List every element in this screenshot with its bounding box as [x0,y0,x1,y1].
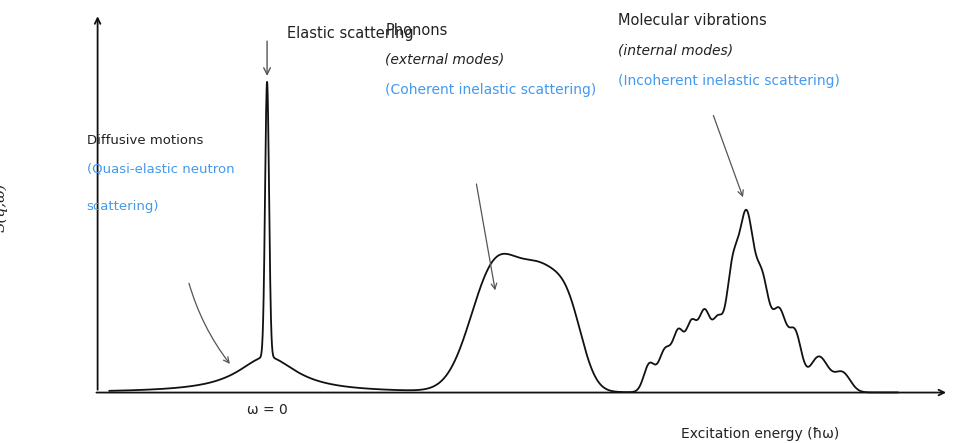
Text: (Incoherent inelastic scattering): (Incoherent inelastic scattering) [618,74,839,88]
Text: Phonons: Phonons [386,23,448,38]
Text: Molecular vibrations: Molecular vibrations [618,13,767,28]
Text: Elastic scattering: Elastic scattering [287,26,413,41]
Text: (Quasi-elastic neutron: (Quasi-elastic neutron [87,163,234,176]
Text: (external modes): (external modes) [386,52,504,66]
Text: Diffusive motions: Diffusive motions [87,134,203,148]
Text: Excitation energy (ħω): Excitation energy (ħω) [681,427,839,442]
Text: ω = 0: ω = 0 [247,404,287,417]
Text: (internal modes): (internal modes) [618,43,733,57]
Text: scattering): scattering) [87,199,159,213]
Text: S(q,ω): S(q,ω) [0,183,8,233]
Text: (Coherent inelastic scattering): (Coherent inelastic scattering) [386,83,596,97]
